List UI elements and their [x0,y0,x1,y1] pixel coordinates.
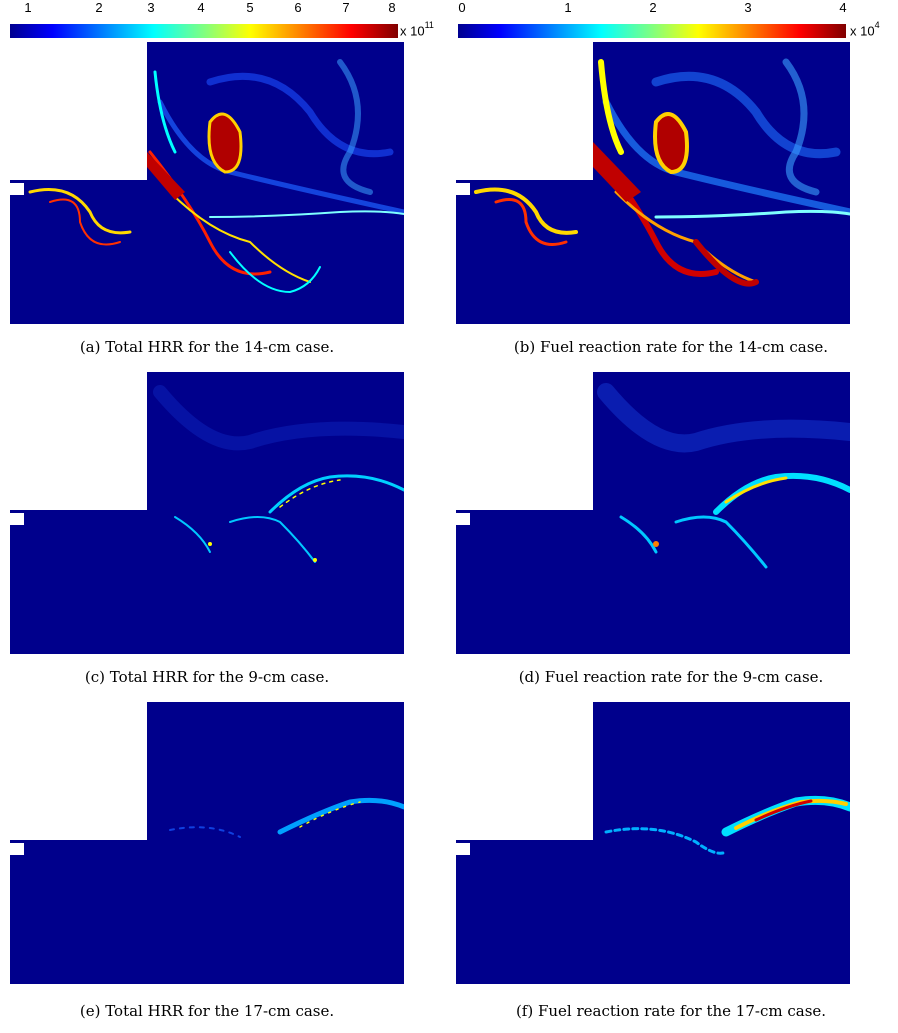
colorbar-hrr-tick: 8 [388,0,396,15]
panel-e-hrr-17cm [10,702,404,984]
colorbar-fuel-ticks: 0 1 2 3 4 [458,0,858,18]
colorbar-fuel-gradient [458,24,846,38]
colorbar-fuel-tick: 2 [649,0,657,15]
colorbar-hrr-tick: 1 [24,0,32,15]
colorbar-hrr-ticks: 1 2 3 4 5 6 7 8 [10,0,395,18]
colorbar-fuel-tick: 1 [564,0,572,15]
caption-b: (b) Fuel reaction rate for the 14-cm cas… [513,338,829,356]
colorbar-fuel-tick: 4 [839,0,847,15]
caption-a: (a) Total HRR for the 14-cm case. [79,338,335,356]
caption-d: (d) Fuel reaction rate for the 9-cm case… [518,668,824,686]
panel-b-fuel-14cm [456,42,850,324]
panel-c-hrr-9cm [10,372,404,654]
colorbar-hrr-multiplier: x 1011 [400,20,434,39]
colorbar-hrr-tick: 2 [95,0,103,15]
panel-d-fuel-9cm [456,372,850,654]
caption-c: (c) Total HRR for the 9-cm case. [84,668,330,686]
caption-f: (f) Fuel reaction rate for the 17-cm cas… [515,1002,827,1020]
colorbar-hrr-gradient [10,24,398,38]
colorbar-hrr-tick: 3 [147,0,155,15]
colorbar-hrr-tick: 4 [197,0,205,15]
colorbar-hrr-tick: 5 [246,0,254,15]
colorbar-fuel-multiplier: x 104 [850,20,880,39]
caption-e: (e) Total HRR for the 17-cm case. [79,1002,335,1020]
colorbar-fuel-tick: 0 [458,0,466,15]
colorbar-fuel-tick: 3 [744,0,752,15]
panel-f-fuel-17cm [456,702,850,984]
panel-a-hrr-14cm [10,42,404,324]
colorbar-hrr-tick: 7 [342,0,350,15]
colorbar-hrr-tick: 6 [294,0,302,15]
